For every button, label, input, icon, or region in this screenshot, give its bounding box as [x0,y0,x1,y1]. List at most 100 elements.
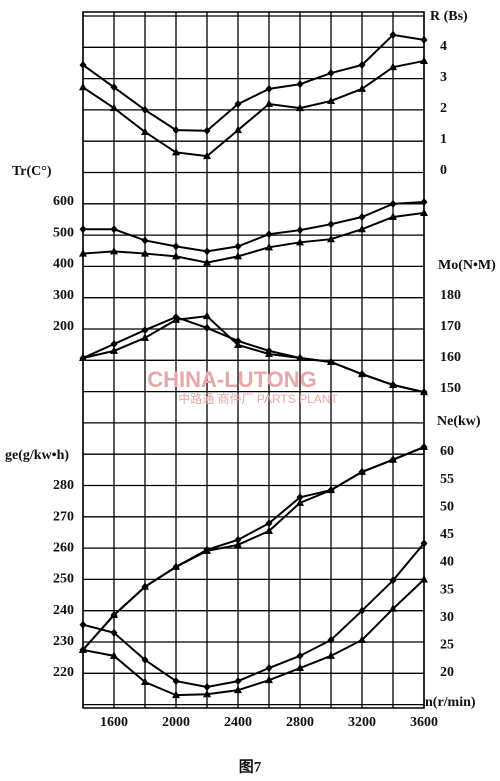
marker [358,635,366,643]
y-tick-label: 55 [440,472,454,487]
marker [265,242,273,251]
x-axis-label: n(r/min) [425,695,476,710]
marker [141,249,149,257]
x-tick-label: 2000 [162,715,190,730]
marker [358,213,366,221]
marker [389,30,397,39]
y-tick-label: 3 [440,70,447,85]
x-tick-label: 1600 [100,715,128,730]
series-line [82,446,425,651]
marker [265,519,273,528]
marker [327,635,335,644]
series-line [82,59,425,158]
caption: 图7 [239,758,262,775]
marker [420,56,428,64]
marker [110,651,118,659]
y-tick-label: 2 [440,101,447,116]
marker [234,685,242,694]
marker [234,336,242,345]
marker [420,388,428,397]
y-axis-label: Ne(kw) [437,414,481,429]
marker [327,485,335,494]
marker [141,236,149,245]
marker [389,380,397,389]
y-axis-label: R (Bs) [430,9,468,24]
marker [141,677,149,686]
marker [420,442,428,451]
y-tick-label: 45 [440,527,454,542]
marker [203,151,211,160]
y-tick-label: 500 [53,225,74,240]
marker [203,126,211,135]
marker [79,645,87,653]
marker [172,147,180,156]
y-tick-label: 1 [440,132,447,147]
marker [203,247,211,256]
marker [172,562,180,570]
marker [358,370,366,379]
marker [296,354,304,362]
marker [79,225,87,234]
marker [172,126,180,135]
y-tick-label: 170 [440,319,461,334]
marker [389,576,397,585]
y-tick-label: 270 [53,509,74,524]
marker [420,575,428,583]
marker [203,689,211,698]
y-axis-label: Mo(N•M) [438,258,496,273]
marker [296,651,304,660]
marker [110,340,118,349]
marker [141,655,149,664]
marker [296,80,304,89]
marker [420,539,428,548]
marker [389,604,397,612]
series-line [82,316,425,394]
y-tick-label: 40 [440,555,454,570]
marker [110,628,118,637]
y-tick-label: 200 [53,319,74,334]
marker [358,60,366,69]
marker [234,540,242,548]
y-tick-label: 400 [53,257,74,272]
marker [110,225,118,234]
marker [296,103,304,112]
x-tick-label: 3600 [410,715,438,730]
marker [327,234,335,243]
marker [203,311,211,320]
marker [110,103,118,112]
marker [265,664,273,673]
marker [358,84,366,92]
y-tick-label: 280 [53,478,74,493]
series-line [82,33,425,132]
marker [234,125,242,134]
marker [296,663,304,672]
marker [141,582,149,590]
marker [265,346,273,355]
marker [234,100,242,109]
series-line [82,578,425,697]
marker [110,83,118,92]
marker [110,246,118,255]
series-line [82,211,425,264]
marker [327,358,335,367]
marker [358,467,366,475]
marker [203,323,211,332]
y-axis-label: Tr(C°) [12,164,52,179]
marker [234,251,242,260]
y-tick-label: 0 [440,163,447,178]
marker [265,99,273,108]
y-tick-label: 20 [440,665,454,680]
y-tick-label: 60 [440,444,454,459]
marker [327,96,335,104]
marker [389,199,397,208]
y-axis-label: ge(g/kw•h) [5,448,69,463]
marker [234,242,242,251]
marker [141,333,149,341]
marker [110,346,118,354]
y-tick-label: 600 [53,194,74,209]
marker [234,535,242,544]
marker [296,226,304,235]
x-tick-label: 3200 [348,715,376,730]
